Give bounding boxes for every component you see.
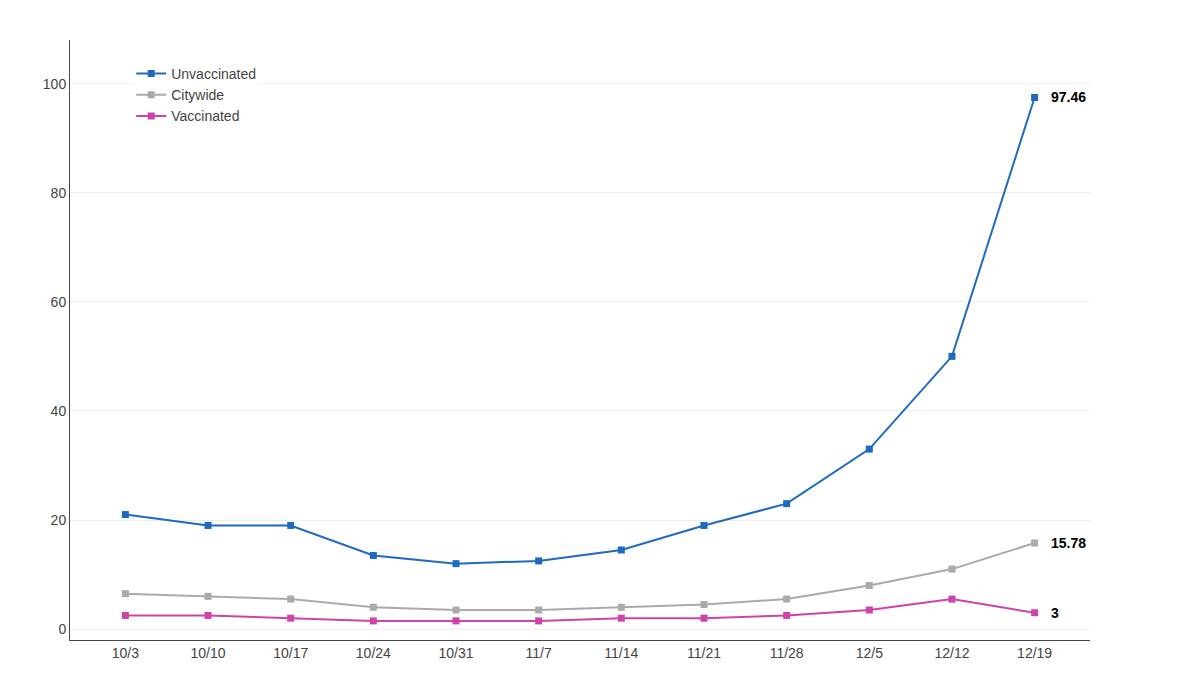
svg-text:11/14: 11/14 xyxy=(604,645,638,661)
svg-text:Citywide: Citywide xyxy=(171,87,224,103)
svg-text:10/10: 10/10 xyxy=(191,645,226,661)
svg-text:12/12: 12/12 xyxy=(934,645,969,661)
svg-text:10/24: 10/24 xyxy=(356,645,391,661)
svg-text:12/19: 12/19 xyxy=(1017,645,1052,661)
svg-text:11/7: 11/7 xyxy=(526,645,552,661)
svg-text:11/28: 11/28 xyxy=(770,645,804,661)
svg-text:20: 20 xyxy=(51,512,67,528)
svg-text:10/3: 10/3 xyxy=(112,645,139,661)
svg-text:Vaccinated: Vaccinated xyxy=(171,108,239,124)
svg-text:15.78: 15.78 xyxy=(1051,535,1086,551)
svg-text:10/31: 10/31 xyxy=(438,645,473,661)
svg-text:100: 100 xyxy=(43,76,67,92)
svg-text:97.46: 97.46 xyxy=(1051,89,1086,105)
svg-text:40: 40 xyxy=(51,403,67,419)
svg-text:3: 3 xyxy=(1051,605,1059,621)
svg-text:80: 80 xyxy=(51,185,67,201)
svg-text:Unvaccinated: Unvaccinated xyxy=(171,66,256,82)
svg-text:10/17: 10/17 xyxy=(273,645,308,661)
svg-text:11/21: 11/21 xyxy=(687,645,721,661)
svg-text:60: 60 xyxy=(51,294,67,310)
svg-text:12/5: 12/5 xyxy=(856,645,883,661)
svg-text:0: 0 xyxy=(58,621,66,637)
